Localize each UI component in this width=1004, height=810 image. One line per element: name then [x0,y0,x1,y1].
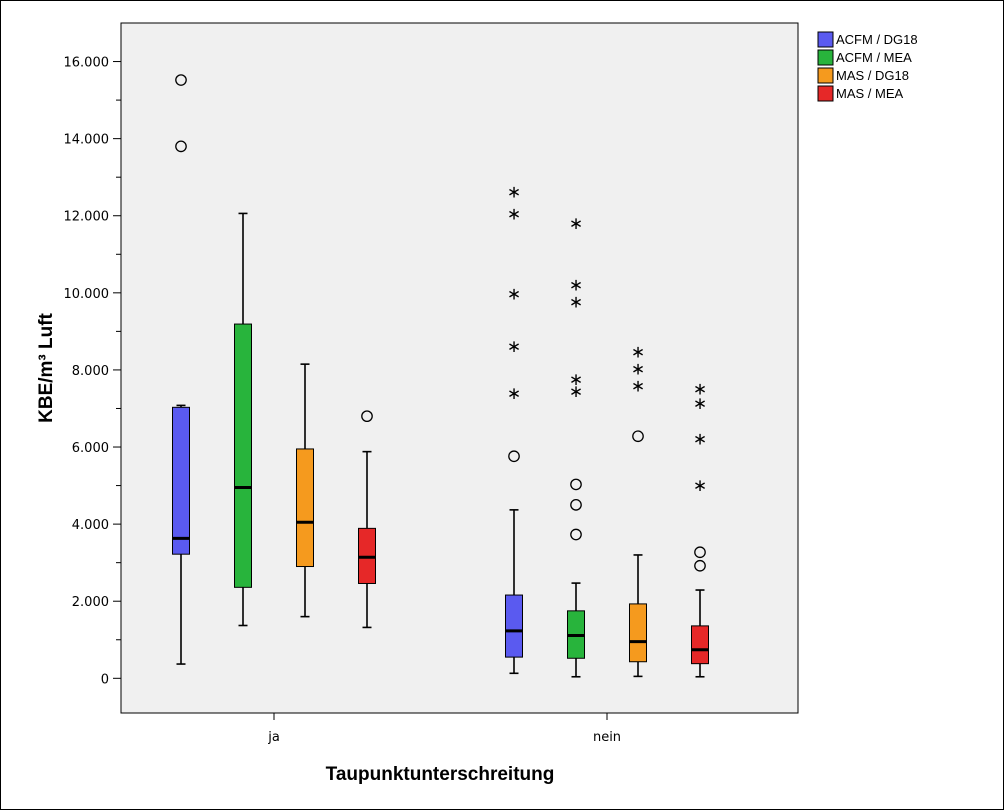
extreme-point: ∗ [631,377,645,397]
legend-swatch [817,85,834,102]
extreme-point: ∗ [569,275,583,295]
extreme-point: ∗ [507,182,521,202]
box-ja-mas-dg18 [296,363,314,618]
extreme-point: ∗ [693,379,707,399]
box-nein-acfm-mea: ∗∗∗∗∗ [567,214,585,678]
extreme-point: ∗ [569,382,583,402]
outlier-point [632,430,644,443]
iqr-box [691,625,709,665]
legend: ACFM / DG18 ACFM / MEA MAS / DG18 MAS / MEA [817,31,918,102]
outlier-point [570,528,582,541]
y-tick-label: 14.000 [64,133,110,148]
y-tick-label: 6.000 [72,441,109,456]
y-tick-label: 2.000 [72,595,109,610]
y-axis-ticks: 0 2.000 4.000 6.000 8.000 10.000 12.000 14.000 1… [64,56,121,687]
iqr-box [296,448,314,568]
extreme-point: ∗ [507,337,521,357]
y-tick-label: 10.000 [64,287,110,302]
extreme-point: ∗ [693,394,707,414]
legend-label: MAS / DG18 [836,68,909,83]
box-ja-mas-mea [358,410,376,629]
extreme-point: ∗ [631,342,645,362]
box-ja-acfm-dg18 [172,74,190,665]
iqr-box [234,323,252,588]
outlier-point [508,450,520,463]
box-nein-mas-mea: ∗∗∗∗ [691,379,709,678]
plot-area [120,22,799,714]
y-tick-label: 16.000 [64,56,110,71]
outlier-point [361,410,373,423]
extreme-point: ∗ [693,476,707,496]
iqr-box [629,603,647,663]
extreme-point: ∗ [569,214,583,234]
y-tick-label: 8.000 [72,364,109,379]
x-tick-label: ja [267,730,280,745]
outlier-point [175,140,187,153]
iqr-box [505,594,523,658]
outlier-point [570,478,582,491]
extreme-point: ∗ [507,384,521,404]
x-axis-ticks: ja nein [267,713,621,745]
legend-label: ACFM / MEA [836,50,912,65]
outlier-point [175,74,187,86]
legend-label: ACFM / DG18 [836,32,918,47]
y-tick-label: 12.000 [64,210,110,225]
extreme-point: ∗ [569,292,583,312]
x-axis-title: Taupunktunterschreitung [326,764,555,785]
extreme-point: ∗ [507,204,521,224]
box-nein-acfm-dg18: ∗∗∗∗∗ [505,182,523,675]
legend-swatch [817,49,834,66]
box-ja-acfm-mea [234,212,252,627]
extreme-point: ∗ [693,430,707,450]
legend-swatch [817,67,834,84]
outlier-point [570,498,582,511]
legend-swatch [817,31,834,48]
y-tick-label: 0 [101,672,109,687]
outlier-point [694,546,706,559]
box-nein-mas-dg18: ∗∗∗ [629,342,647,678]
boxes: ∗∗∗∗∗∗∗∗∗∗∗∗∗∗∗∗∗ [172,74,709,678]
y-tick-label: 4.000 [72,518,109,533]
x-tick-label: nein [593,730,621,745]
outlier-point [694,559,706,572]
iqr-box [172,406,190,555]
extreme-point: ∗ [631,359,645,379]
extreme-point: ∗ [507,285,521,305]
extreme-point: ∗ [569,370,583,390]
legend-label: MAS / MEA [836,86,904,101]
y-axis-title: KBE/m³ Luft [36,312,57,422]
